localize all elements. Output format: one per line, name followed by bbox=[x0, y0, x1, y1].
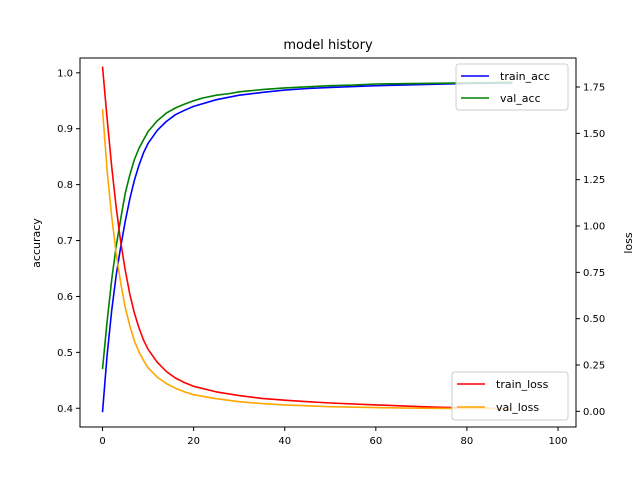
y2-tick-label: 0.25 bbox=[583, 361, 605, 372]
series-line-train-acc bbox=[101, 82, 513, 413]
y2-tick-label: 0.50 bbox=[583, 314, 605, 325]
y-tick-label: 0.9 bbox=[57, 124, 73, 135]
legend-label-val-loss: val_loss bbox=[496, 401, 539, 414]
x-tick-label: 100 bbox=[548, 436, 567, 447]
chart-title: model history bbox=[283, 38, 373, 53]
y-tick-label: 0.5 bbox=[57, 348, 73, 359]
plot-area bbox=[101, 66, 513, 413]
y2-tick-label: 1.00 bbox=[583, 222, 605, 233]
legend-bottom: train_loss val_loss bbox=[451, 371, 569, 421]
y2-tick-label: 1.75 bbox=[583, 83, 605, 94]
x-tick-label: 40 bbox=[278, 436, 291, 447]
y2-tick-label: 1.25 bbox=[583, 175, 605, 186]
x-tick-label: 80 bbox=[461, 436, 474, 447]
y-axis-label: accuracy bbox=[30, 218, 43, 268]
legend-label-train-acc: train_acc bbox=[500, 70, 550, 83]
y2-tick-label: 0.00 bbox=[583, 407, 605, 418]
x-tick-label: 0 bbox=[99, 436, 105, 447]
y-tick-label: 0.4 bbox=[57, 404, 73, 415]
series-line-train-loss bbox=[101, 66, 513, 410]
y2-tick-label: 0.75 bbox=[583, 268, 605, 279]
series-line-val-loss bbox=[101, 109, 513, 410]
x-tick-label: 20 bbox=[187, 436, 200, 447]
y2-tick-label: 1.50 bbox=[583, 129, 605, 140]
y-tick-label: 0.8 bbox=[57, 180, 73, 191]
series-line-val-acc bbox=[101, 81, 513, 370]
y2-axis-label: loss bbox=[622, 232, 635, 254]
x-tick-label: 60 bbox=[369, 436, 382, 447]
legend-label-val-acc: val_acc bbox=[500, 92, 541, 105]
y-tick-label: 0.6 bbox=[57, 292, 73, 303]
y-tick-label: 0.7 bbox=[57, 236, 73, 247]
legend-label-train-loss: train_loss bbox=[496, 378, 549, 391]
ticks-layer: 0 20 40 60 80 100 0.4 0.5 0.6 0.7 0.8 0.9 1.0 0.00 0.2… bbox=[57, 68, 605, 447]
y-tick-label: 1.0 bbox=[57, 68, 73, 79]
legend-top: train_acc val_acc bbox=[455, 63, 569, 111]
plot-frame bbox=[79, 57, 577, 428]
